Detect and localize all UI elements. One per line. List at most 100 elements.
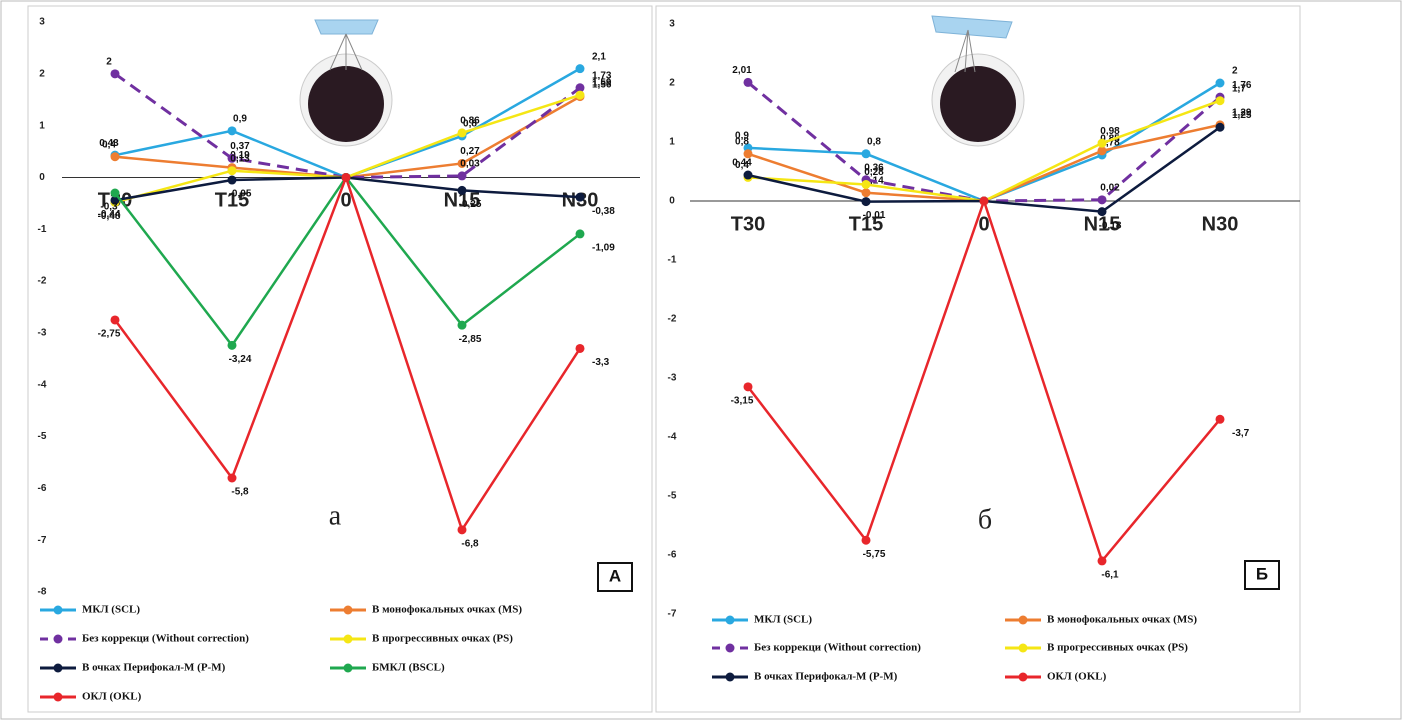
data-label: 0,03 xyxy=(460,159,480,170)
legend-label: В прогрессивных очках (PS) xyxy=(1047,642,1188,654)
y-tick-label: -8 xyxy=(38,587,47,598)
panel-label: б xyxy=(978,504,992,535)
data-label: 2,01 xyxy=(732,65,752,76)
y-tick-label: -4 xyxy=(38,379,47,390)
data-point xyxy=(576,91,585,100)
data-label: -3,3 xyxy=(592,357,610,368)
data-label: 2 xyxy=(106,56,112,67)
data-label: -1,09 xyxy=(592,243,615,254)
y-tick-label: 1 xyxy=(39,120,45,131)
panel-letter: А xyxy=(609,566,621,585)
data-label: 0,37 xyxy=(230,141,250,152)
data-label: -3,7 xyxy=(1232,428,1250,439)
data-point xyxy=(342,173,351,182)
data-point xyxy=(458,525,467,534)
panel-label: а xyxy=(329,500,342,531)
legend-marker xyxy=(344,606,353,615)
y-tick-label: -6 xyxy=(38,483,47,494)
y-tick-label: -7 xyxy=(668,609,677,620)
data-label: -0,3 xyxy=(100,202,118,213)
data-point xyxy=(1216,79,1225,88)
legend-marker xyxy=(54,606,63,615)
y-tick-label: 2 xyxy=(669,78,675,89)
frame xyxy=(1,1,1401,719)
data-point xyxy=(576,64,585,73)
y-tick-label: 0 xyxy=(39,172,45,183)
y-tick-label: -1 xyxy=(668,255,677,266)
data-label: -0,05 xyxy=(229,189,252,200)
legend-marker xyxy=(1019,644,1028,653)
y-tick-label: -4 xyxy=(668,432,677,443)
data-point xyxy=(980,197,989,206)
data-label: 0,44 xyxy=(732,158,752,169)
legend-label: В прогрессивных очках (PS) xyxy=(372,633,513,645)
data-point xyxy=(458,186,467,195)
legend-label: МКЛ (SCL) xyxy=(754,614,812,626)
legend-label: ОКЛ (OKL) xyxy=(1047,671,1107,683)
data-point xyxy=(576,229,585,238)
y-tick-label: -2 xyxy=(38,276,47,287)
data-label: 1,25 xyxy=(1232,110,1252,121)
legend-marker xyxy=(54,693,63,702)
legend-marker xyxy=(54,664,63,673)
data-label: 0,98 xyxy=(1100,126,1120,137)
y-tick-label: 2 xyxy=(39,68,45,79)
data-point xyxy=(1098,207,1107,216)
data-label: 1,7 xyxy=(1232,83,1246,94)
data-point xyxy=(744,78,753,87)
y-tick-label: -3 xyxy=(38,328,47,339)
data-label: 0,28 xyxy=(864,167,884,178)
legend-label: В очках Перифокал-М (P-M) xyxy=(754,671,898,683)
data-label: -2,85 xyxy=(459,334,482,345)
data-point xyxy=(111,189,120,198)
legend-marker xyxy=(344,664,353,673)
data-label: 0,8 xyxy=(735,136,749,147)
legend-marker xyxy=(726,616,735,625)
data-label: -0,01 xyxy=(863,210,886,221)
data-point xyxy=(228,126,237,135)
data-point xyxy=(458,171,467,180)
data-label: -5,8 xyxy=(231,487,249,498)
data-point xyxy=(1098,139,1107,148)
data-point xyxy=(862,188,871,197)
y-tick-label: 0 xyxy=(669,196,675,207)
data-point xyxy=(1216,96,1225,105)
data-label: -3,15 xyxy=(731,395,754,406)
data-label: -6,1 xyxy=(1101,570,1119,581)
data-point xyxy=(862,149,871,158)
panel-letter: Б xyxy=(1256,564,1268,583)
y-tick-label: 1 xyxy=(669,137,675,148)
data-point xyxy=(1098,556,1107,565)
legend-marker xyxy=(726,644,735,653)
data-label: 0,27 xyxy=(460,146,480,157)
data-point xyxy=(228,166,237,175)
data-label: 2,1 xyxy=(592,51,606,62)
figure: 3210-1-2-3-4-5-6-7-8T30T150N15N300,430,9… xyxy=(0,0,1402,720)
data-point xyxy=(862,180,871,189)
legend-label: В очках Перифокал-М (P-M) xyxy=(82,662,226,674)
data-label: -5,75 xyxy=(863,549,886,560)
legend-label: В монофокальных очках (MS) xyxy=(372,604,522,616)
x-tick-label: T30 xyxy=(731,213,765,235)
legend-label: МКЛ (SCL) xyxy=(82,604,140,616)
legend-label: БМКЛ (BSCL) xyxy=(372,662,445,674)
legend-marker xyxy=(1019,673,1028,682)
y-tick-label: -3 xyxy=(668,373,677,384)
data-label: 0,02 xyxy=(1100,182,1120,193)
x-tick-label: N30 xyxy=(1202,213,1239,235)
data-label: -2,75 xyxy=(98,329,121,340)
legend-label: Без коррекци (Without correction) xyxy=(754,642,921,654)
legend-marker xyxy=(54,635,63,644)
data-label: 0,86 xyxy=(460,116,480,127)
data-label: 0,13 xyxy=(230,153,250,164)
data-label: 0,8 xyxy=(867,136,881,147)
legend-marker xyxy=(344,635,353,644)
data-label: -0,25 xyxy=(459,199,482,210)
data-point xyxy=(744,171,753,180)
data-point xyxy=(458,321,467,330)
data-label: 1,59 xyxy=(592,78,612,89)
y-tick-label: -6 xyxy=(668,550,677,561)
data-label: -6,8 xyxy=(461,538,479,549)
data-label: 0,4 xyxy=(102,139,116,150)
legend-marker xyxy=(726,673,735,682)
